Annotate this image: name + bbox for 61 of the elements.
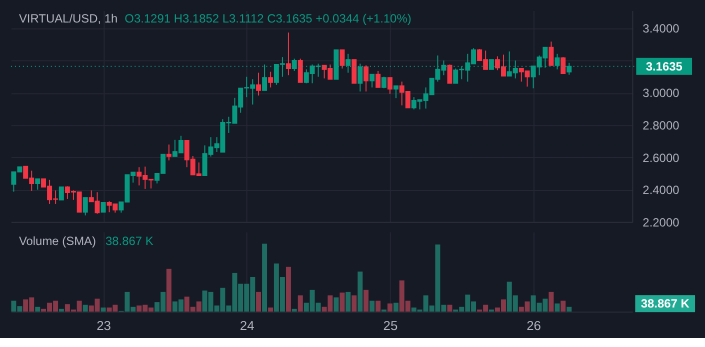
y-tick-label: 2.4000 bbox=[642, 183, 680, 198]
bar bbox=[393, 302, 398, 312]
bar bbox=[334, 297, 339, 312]
candlestick bbox=[352, 59, 357, 84]
x-tick-label: 23 bbox=[96, 318, 111, 334]
candlestick bbox=[387, 77, 392, 94]
bar bbox=[370, 300, 375, 312]
bar bbox=[35, 306, 40, 312]
chart-title: Volume (SMA) bbox=[18, 234, 96, 248]
candlestick bbox=[560, 56, 566, 74]
bar bbox=[548, 292, 554, 312]
bar bbox=[298, 295, 303, 312]
candlestick bbox=[100, 202, 106, 213]
bar bbox=[387, 303, 392, 312]
bar bbox=[166, 268, 172, 312]
candlestick bbox=[364, 64, 369, 92]
bar bbox=[286, 266, 291, 312]
bar bbox=[364, 290, 369, 312]
bar bbox=[262, 244, 268, 312]
candlestick bbox=[166, 144, 172, 161]
bar bbox=[346, 292, 351, 312]
y-tick-label: 3.4000 bbox=[642, 22, 680, 36]
bar bbox=[58, 308, 64, 312]
ref-line-label: 3.1635 bbox=[646, 59, 683, 74]
candlestick bbox=[256, 72, 262, 96]
text: 38.867 K bbox=[640, 296, 690, 311]
annotation: O3.1291 H3.1852 L3.1112 C3.1635 +0.0344 (+1.10%) bbox=[124, 11, 412, 26]
candlestick bbox=[393, 85, 398, 99]
bar bbox=[560, 300, 566, 312]
bar bbox=[376, 300, 381, 312]
x-tick-label: 25 bbox=[383, 318, 398, 334]
candlestick bbox=[58, 186, 64, 200]
candlestick bbox=[35, 178, 40, 190]
x-tick-label: 26 bbox=[526, 318, 542, 334]
candlestick bbox=[376, 70, 381, 88]
chart-title: VIRTUAL/USD, 1h bbox=[18, 11, 118, 26]
bar bbox=[292, 308, 297, 312]
candlestick bbox=[548, 41, 554, 66]
x-tick-label: 24 bbox=[240, 318, 254, 334]
bar bbox=[100, 308, 106, 312]
bar bbox=[358, 272, 363, 312]
candlestick bbox=[286, 32, 291, 76]
bar bbox=[554, 303, 560, 312]
candlestick bbox=[447, 64, 452, 84]
candlestick bbox=[82, 197, 88, 216]
y-tick-label: 2.6000 bbox=[642, 150, 680, 165]
candlestick bbox=[370, 74, 375, 88]
candlestick bbox=[268, 71, 274, 88]
bar bbox=[340, 292, 345, 312]
bar bbox=[268, 308, 274, 312]
bar bbox=[566, 306, 572, 312]
bar bbox=[447, 304, 452, 312]
y-tick-label: 3.0000 bbox=[642, 86, 680, 100]
bar bbox=[256, 292, 262, 312]
annotation: 38.867 K bbox=[106, 234, 154, 248]
candlestick bbox=[298, 58, 303, 83]
bar bbox=[82, 304, 88, 312]
candlestick bbox=[340, 49, 345, 70]
bar bbox=[352, 295, 357, 312]
y-tick-label: 2.2000 bbox=[642, 215, 680, 230]
y-tick-label: 2.8000 bbox=[642, 118, 680, 133]
